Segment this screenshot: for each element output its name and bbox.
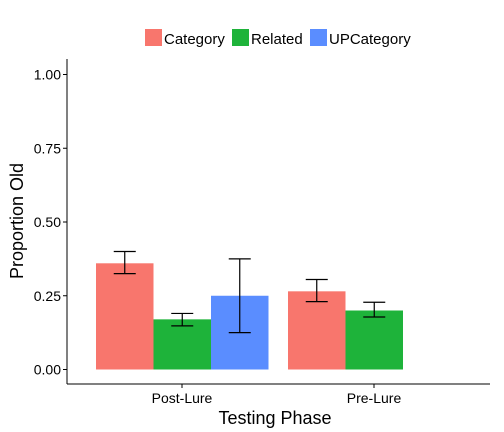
legend-item-category: Category bbox=[145, 29, 225, 48]
bar-related-pre-lure bbox=[345, 310, 403, 370]
bar-category-pre-lure bbox=[288, 291, 346, 370]
legend-label: UPCategory bbox=[329, 31, 411, 48]
legend-swatch bbox=[232, 29, 249, 46]
error-bar-category-post-lure bbox=[113, 250, 136, 275]
legend: Category Related UPCategory bbox=[145, 29, 411, 48]
axes: 0.00 0.25 0.50 0.75 1.00 Post-Lure Pre-Lure bbox=[34, 59, 490, 406]
x-tick-label: Post-Lure bbox=[152, 390, 213, 406]
bar-category-post-lure bbox=[96, 263, 154, 370]
y-tick-label: 0.75 bbox=[34, 140, 61, 156]
legend-swatch bbox=[310, 29, 327, 46]
legend-item-upcategory: UPCategory bbox=[310, 29, 411, 48]
y-axis-title: Proportion Old bbox=[7, 163, 27, 279]
x-tick-label: Pre-Lure bbox=[347, 390, 402, 406]
legend-item-related: Related bbox=[232, 29, 303, 48]
error-bar-related-post-lure bbox=[171, 312, 194, 327]
legend-swatch bbox=[145, 29, 162, 46]
error-bar-category-pre-lure bbox=[305, 278, 328, 303]
legend-label: Category bbox=[164, 31, 225, 48]
bars bbox=[96, 263, 403, 370]
y-tick-label: 0.50 bbox=[34, 214, 61, 230]
y-tick-label: 0.00 bbox=[34, 362, 61, 378]
y-tick-label: 0.25 bbox=[34, 288, 61, 304]
bar-related-post-lure bbox=[153, 319, 211, 370]
x-axis-title: Testing Phase bbox=[218, 408, 331, 428]
legend-label: Related bbox=[251, 31, 303, 48]
error-bars bbox=[113, 250, 386, 334]
error-bar-related-pre-lure bbox=[363, 301, 386, 318]
y-tick-label: 1.00 bbox=[34, 67, 61, 83]
error-bar-upcategory-post-lure bbox=[228, 258, 251, 334]
